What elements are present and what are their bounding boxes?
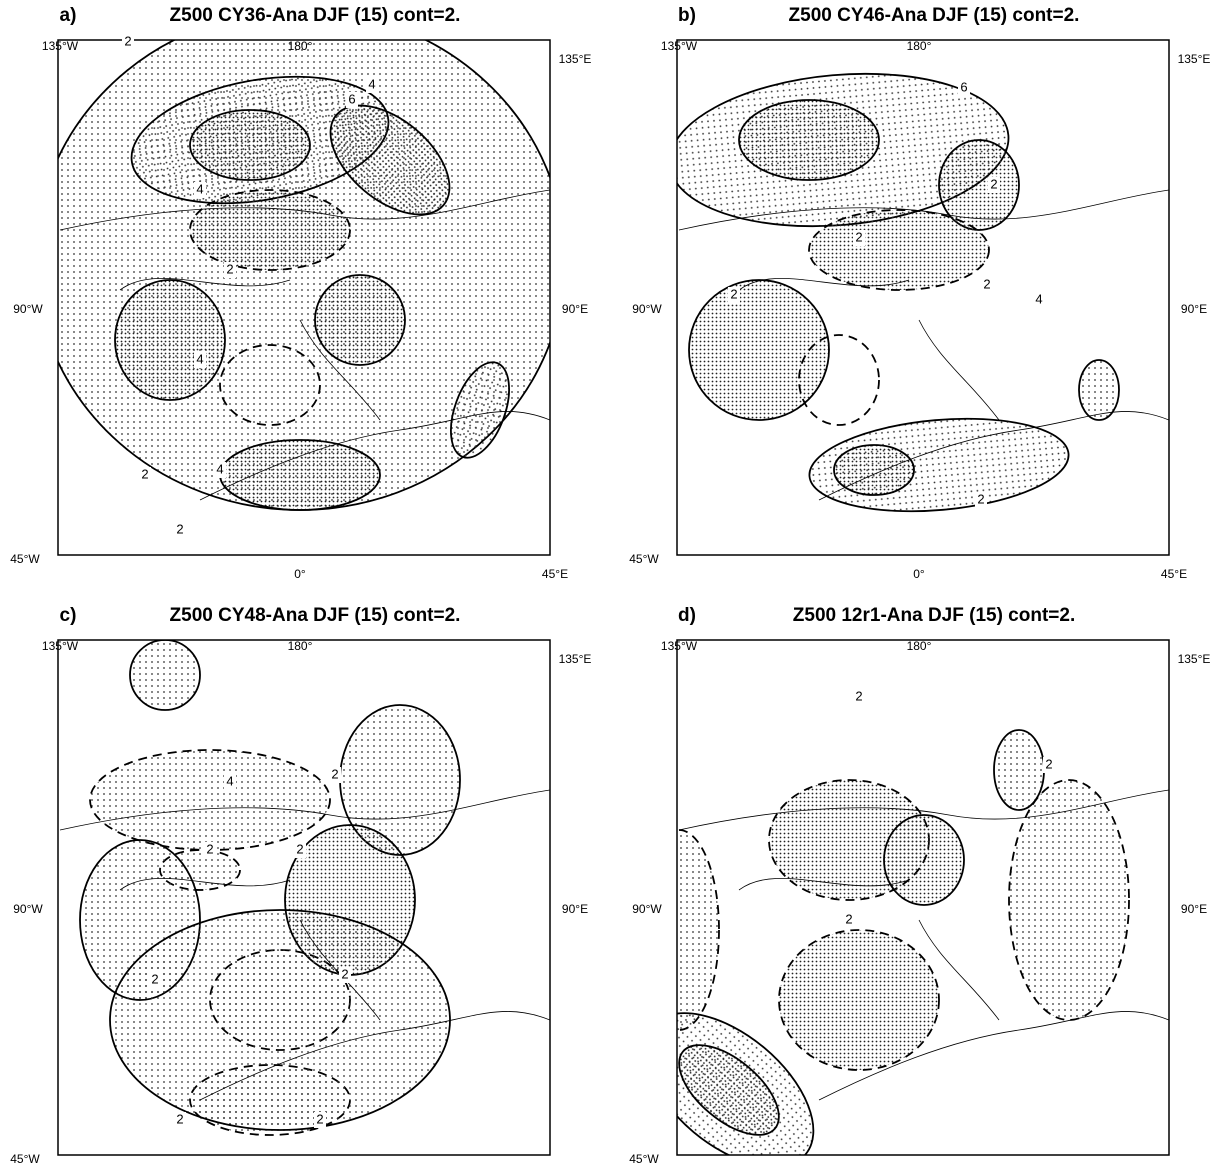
axis-label: 90°W — [13, 302, 43, 316]
contour-label: 2 — [1045, 756, 1052, 771]
contour-label: 4 — [216, 461, 223, 476]
figure: a) Z500 CY36-Ana DJF (15) cont=2. 135°W 180… — [0, 0, 1232, 1167]
panel-label: b) — [678, 5, 696, 26]
contour-label: 4 — [1035, 291, 1042, 306]
contour — [220, 440, 380, 510]
contour-label: 2 — [855, 688, 862, 703]
panel-title: Z500 CY36-Ana DJF (15) cont=2. — [170, 5, 461, 26]
panel-label: c) — [60, 605, 77, 626]
axis-label: 90°W — [13, 902, 43, 916]
contour-label: 6 — [960, 79, 967, 94]
map-panel: c) Z500 CY48-Ana DJF (15) cont=2. 135°W 180… — [10, 605, 591, 1167]
contour-label: 4 — [196, 351, 203, 366]
axis-label: 135°W — [42, 39, 79, 53]
panel-label: d) — [678, 605, 696, 626]
map-area — [35, 10, 565, 555]
axis-label: 180° — [907, 639, 932, 653]
contour-label: 2 — [316, 1111, 323, 1126]
map-area — [58, 640, 550, 1155]
panel-title: Z500 12r1-Ana DJF (15) cont=2. — [793, 605, 1075, 626]
contour-label: 2 — [176, 1111, 183, 1126]
contour — [884, 815, 964, 905]
contour-label: 2 — [331, 766, 338, 781]
contour-label: 2 — [124, 33, 131, 48]
contour-label: 2 — [977, 491, 984, 506]
contour — [1009, 780, 1129, 1020]
contour — [190, 110, 310, 180]
axis-label: 135°E — [559, 52, 592, 66]
contour-label: 2 — [983, 276, 990, 291]
contour-label: 2 — [296, 841, 303, 856]
map-area — [617, 640, 1169, 1167]
axis-label: 135°E — [1178, 652, 1211, 666]
contour — [190, 190, 350, 270]
contour — [1079, 360, 1119, 420]
axis-label: 135°W — [42, 639, 79, 653]
contour — [739, 100, 879, 180]
axis-label: 45°W — [629, 552, 659, 566]
contour — [315, 275, 405, 365]
contour-label: 4 — [196, 181, 203, 196]
axis-label: 0° — [913, 567, 925, 581]
map-panel: d) Z500 12r1-Ana DJF (15) cont=2. 135°W 180… — [617, 605, 1210, 1167]
axis-label: 135°E — [559, 652, 592, 666]
axis-label: 180° — [288, 39, 313, 53]
axis-label: 45°E — [542, 567, 568, 581]
contour-label: 2 — [990, 176, 997, 191]
axis-label: 90°E — [1181, 302, 1207, 316]
axis-label: 45°W — [10, 1152, 40, 1166]
contour-label: 2 — [176, 521, 183, 536]
contour — [809, 210, 989, 290]
axis-label: 45°W — [10, 552, 40, 566]
axis-label: 135°E — [1178, 52, 1211, 66]
axis-label: 0° — [294, 567, 306, 581]
axis-label: 45°W — [629, 1152, 659, 1166]
panel-title: Z500 CY48-Ana DJF (15) cont=2. — [170, 605, 461, 626]
contour-label: 2 — [151, 971, 158, 986]
panel-label: a) — [60, 5, 77, 26]
axis-label: 135°W — [661, 39, 698, 53]
axis-label: 90°E — [562, 302, 588, 316]
contour — [834, 445, 914, 495]
contour-label: 2 — [855, 229, 862, 244]
axis-label: 90°W — [632, 902, 662, 916]
contour-label: 4 — [368, 76, 375, 91]
contour-label: 2 — [845, 911, 852, 926]
contour-label: 2 — [341, 966, 348, 981]
axis-label: 90°E — [1181, 902, 1207, 916]
map-panel: a) Z500 CY36-Ana DJF (15) cont=2. 135°W 180… — [10, 5, 591, 581]
map-panel: b) Z500 CY46-Ana DJF (15) cont=2. 135°W 180… — [629, 5, 1210, 581]
contour — [115, 280, 225, 400]
contour-label: 6 — [348, 91, 355, 106]
axis-label: 90°W — [632, 302, 662, 316]
contour — [689, 280, 829, 420]
axis-label: 180° — [288, 639, 313, 653]
contour-label: 2 — [226, 261, 233, 276]
axis-label: 90°E — [562, 902, 588, 916]
contour-label: 4 — [226, 773, 233, 788]
contour — [779, 930, 939, 1070]
contour-label: 2 — [141, 466, 148, 481]
contour — [130, 640, 200, 710]
contour — [110, 910, 450, 1130]
contour — [639, 830, 719, 1030]
axis-label: 180° — [907, 39, 932, 53]
panel-title: Z500 CY46-Ana DJF (15) cont=2. — [789, 5, 1080, 26]
axis-label: 135°W — [661, 639, 698, 653]
contour — [90, 750, 330, 850]
contour — [939, 140, 1019, 230]
axis-label: 45°E — [1161, 567, 1187, 581]
contour-label: 2 — [206, 841, 213, 856]
contour-label: 2 — [730, 286, 737, 301]
